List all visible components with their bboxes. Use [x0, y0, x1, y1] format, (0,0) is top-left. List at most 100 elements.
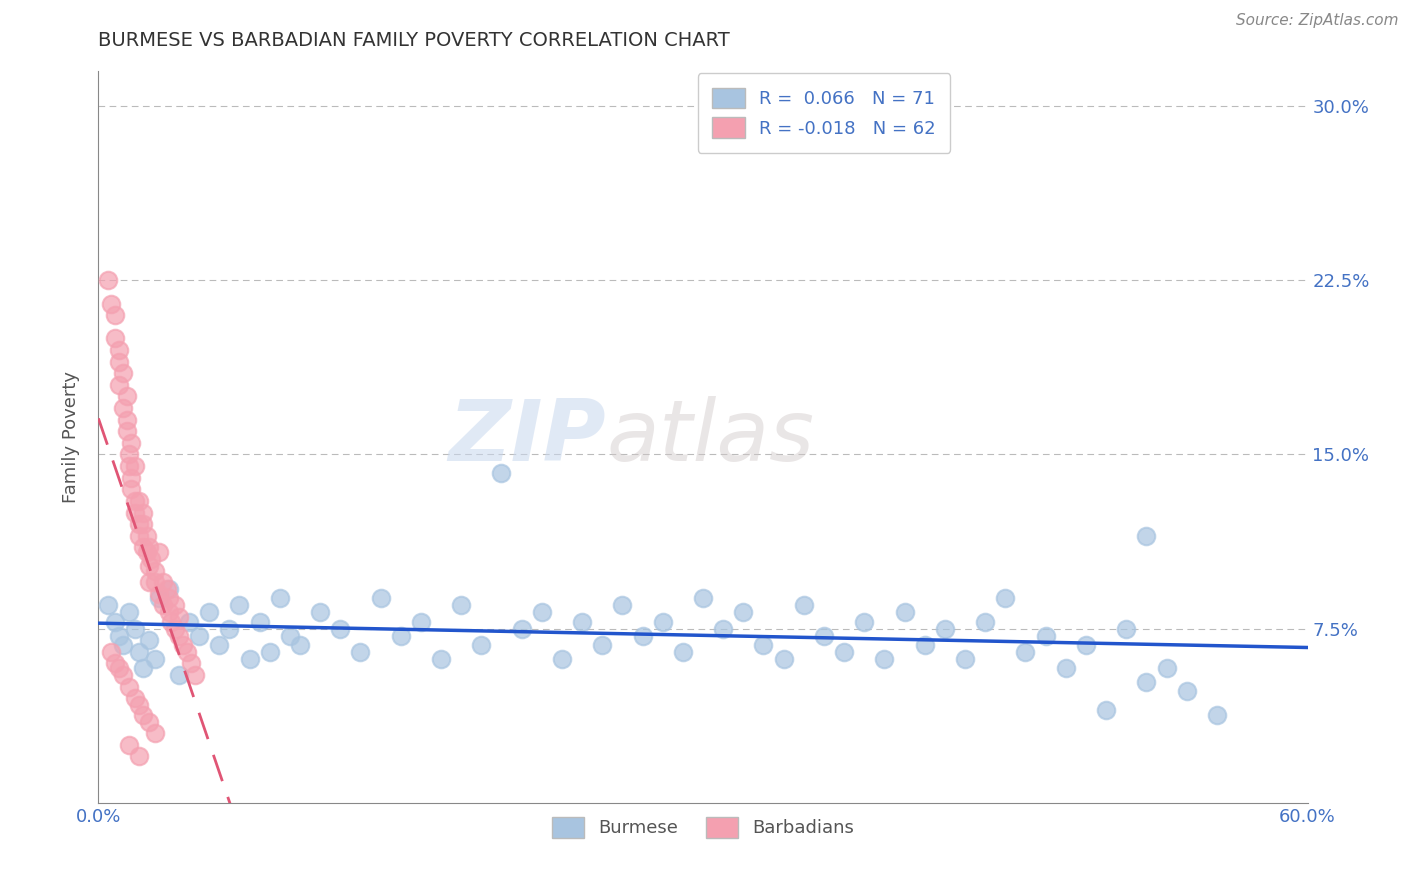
Point [1035, 629, 1057, 643]
Point [97, 273, 120, 287]
Point [103, 331, 125, 345]
Point [156, 582, 179, 597]
Point [409, 615, 432, 629]
Point [103, 657, 125, 671]
Point [1115, 622, 1137, 636]
Point [138, 575, 160, 590]
Point [793, 599, 815, 613]
Point [1206, 707, 1229, 722]
Point [120, 436, 142, 450]
Point [128, 749, 150, 764]
Point [148, 587, 170, 601]
Point [115, 389, 138, 403]
Point [120, 483, 142, 497]
Point [228, 599, 250, 613]
Point [111, 401, 134, 415]
Point [138, 558, 160, 573]
Point [218, 622, 240, 636]
Point [470, 638, 492, 652]
Y-axis label: Family Poverty: Family Poverty [62, 371, 80, 503]
Point [111, 668, 134, 682]
Point [180, 657, 202, 671]
Point [813, 629, 835, 643]
Point [132, 661, 155, 675]
Point [208, 638, 231, 652]
Point [733, 606, 755, 620]
Point [143, 564, 166, 578]
Point [132, 506, 155, 520]
Point [1014, 645, 1036, 659]
Point [612, 599, 634, 613]
Point [118, 606, 141, 620]
Point [118, 738, 141, 752]
Point [100, 645, 122, 659]
Point [124, 691, 146, 706]
Point [571, 615, 593, 629]
Point [1135, 675, 1157, 690]
Point [118, 448, 141, 462]
Point [631, 629, 654, 643]
Point [143, 575, 166, 590]
Point [893, 606, 915, 620]
Point [167, 610, 190, 624]
Point [1156, 661, 1178, 675]
Point [752, 638, 775, 652]
Point [128, 645, 150, 659]
Point [115, 424, 138, 438]
Point [100, 296, 122, 310]
Point [128, 517, 150, 532]
Point [124, 622, 146, 636]
Point [124, 459, 146, 474]
Point [111, 366, 134, 380]
Point [1054, 661, 1077, 675]
Point [138, 633, 160, 648]
Point [143, 726, 166, 740]
Point [118, 680, 141, 694]
Text: BURMESE VS BARBADIAN FAMILY POVERTY CORRELATION CHART: BURMESE VS BARBADIAN FAMILY POVERTY CORR… [98, 31, 730, 50]
Text: Source: ZipAtlas.com: Source: ZipAtlas.com [1236, 13, 1399, 29]
Point [128, 698, 150, 713]
Point [651, 615, 673, 629]
Point [249, 615, 271, 629]
Point [167, 668, 190, 682]
Point [278, 629, 301, 643]
Point [389, 629, 412, 643]
Point [157, 582, 180, 597]
Point [832, 645, 855, 659]
Point [491, 466, 513, 480]
Point [430, 652, 453, 666]
Point [152, 599, 174, 613]
Point [269, 591, 291, 606]
Point [953, 652, 976, 666]
Point [107, 629, 129, 643]
Point [184, 668, 207, 682]
Point [1074, 638, 1097, 652]
Point [591, 638, 613, 652]
Point [172, 638, 194, 652]
Point [132, 541, 155, 555]
Point [853, 615, 876, 629]
Point [510, 622, 533, 636]
Point [115, 412, 138, 426]
Point [772, 652, 794, 666]
Point [288, 638, 311, 652]
Point [157, 606, 180, 620]
Point [103, 615, 125, 629]
Point [111, 638, 134, 652]
Point [163, 622, 186, 636]
Legend: Burmese, Barbadians: Burmese, Barbadians [544, 810, 862, 845]
Point [135, 529, 157, 543]
Point [103, 308, 125, 322]
Point [128, 529, 150, 543]
Point [135, 545, 157, 559]
Point [132, 517, 155, 532]
Point [974, 615, 997, 629]
Text: ZIP: ZIP [449, 395, 606, 479]
Point [97, 599, 120, 613]
Point [167, 629, 190, 643]
Point [259, 645, 281, 659]
Point [198, 606, 221, 620]
Point [143, 652, 166, 666]
Point [994, 591, 1017, 606]
Point [120, 471, 142, 485]
